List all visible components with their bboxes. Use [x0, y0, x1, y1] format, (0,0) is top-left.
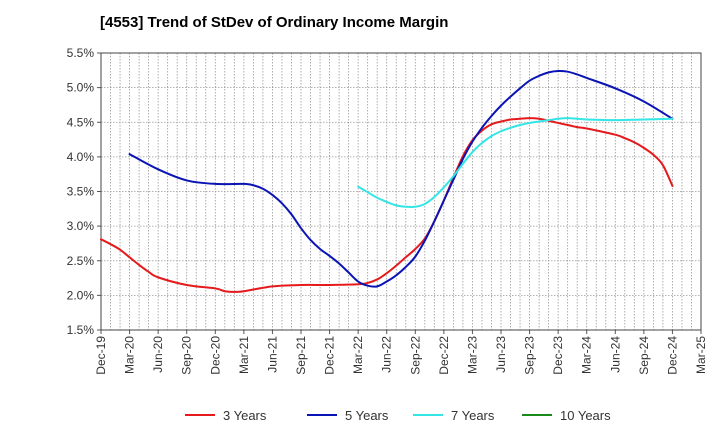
y-tick-label: 3.0%	[67, 219, 95, 233]
series-line-7-years	[357, 117, 674, 209]
x-tick-label: Jun-24	[608, 336, 622, 373]
plot-frame	[100, 52, 702, 331]
x-tick-label: Mar-24	[580, 336, 594, 374]
x-tick-label: Jun-20	[151, 336, 165, 373]
y-tick-label: 2.5%	[67, 254, 95, 268]
x-tick-label: Mar-20	[123, 336, 137, 374]
x-tick-label: Dec-22	[437, 336, 451, 375]
y-tick-label: 5.5%	[67, 46, 95, 60]
y-tick-label: 3.5%	[67, 185, 95, 199]
x-tick-label: Mar-21	[237, 336, 251, 374]
x-tick-label: Sep-21	[294, 336, 308, 375]
legend-label-7-years: 7 Years	[451, 408, 495, 423]
y-tick-label: 5.0%	[67, 81, 95, 95]
legend-label-5-years: 5 Years	[345, 408, 389, 423]
x-tick-label: Dec-20	[208, 336, 222, 375]
legend-label-3-years: 3 Years	[223, 408, 267, 423]
x-tick-label: Jun-21	[265, 336, 279, 373]
y-tick-label: 2.0%	[67, 288, 95, 302]
x-tick-label: Sep-23	[523, 336, 537, 375]
x-tick-label: Jun-23	[494, 336, 508, 373]
y-tick-label: 4.0%	[67, 150, 95, 164]
x-tick-label: Mar-22	[351, 336, 365, 374]
chart-title: [4553] Trend of StDev of Ordinary Income…	[100, 14, 449, 31]
x-tick-label: Sep-24	[637, 336, 651, 375]
y-tick-label: 4.5%	[67, 115, 95, 129]
x-tick-label: Dec-19	[94, 336, 108, 375]
y-tick-label: 1.5%	[67, 323, 95, 337]
x-tick-label: Jun-22	[380, 336, 394, 373]
legend-label-10-years: 10 Years	[560, 408, 611, 423]
x-tick-label: Dec-21	[323, 336, 337, 375]
x-tick-label: Sep-22	[408, 336, 422, 375]
x-tick-label: Sep-20	[180, 336, 194, 375]
x-tick-label: Dec-23	[551, 336, 565, 375]
x-tick-label: Dec-24	[665, 336, 679, 375]
x-tick-label: Mar-25	[694, 336, 708, 374]
x-tick-label: Mar-23	[465, 336, 479, 374]
series-line-5-years	[128, 69, 674, 288]
